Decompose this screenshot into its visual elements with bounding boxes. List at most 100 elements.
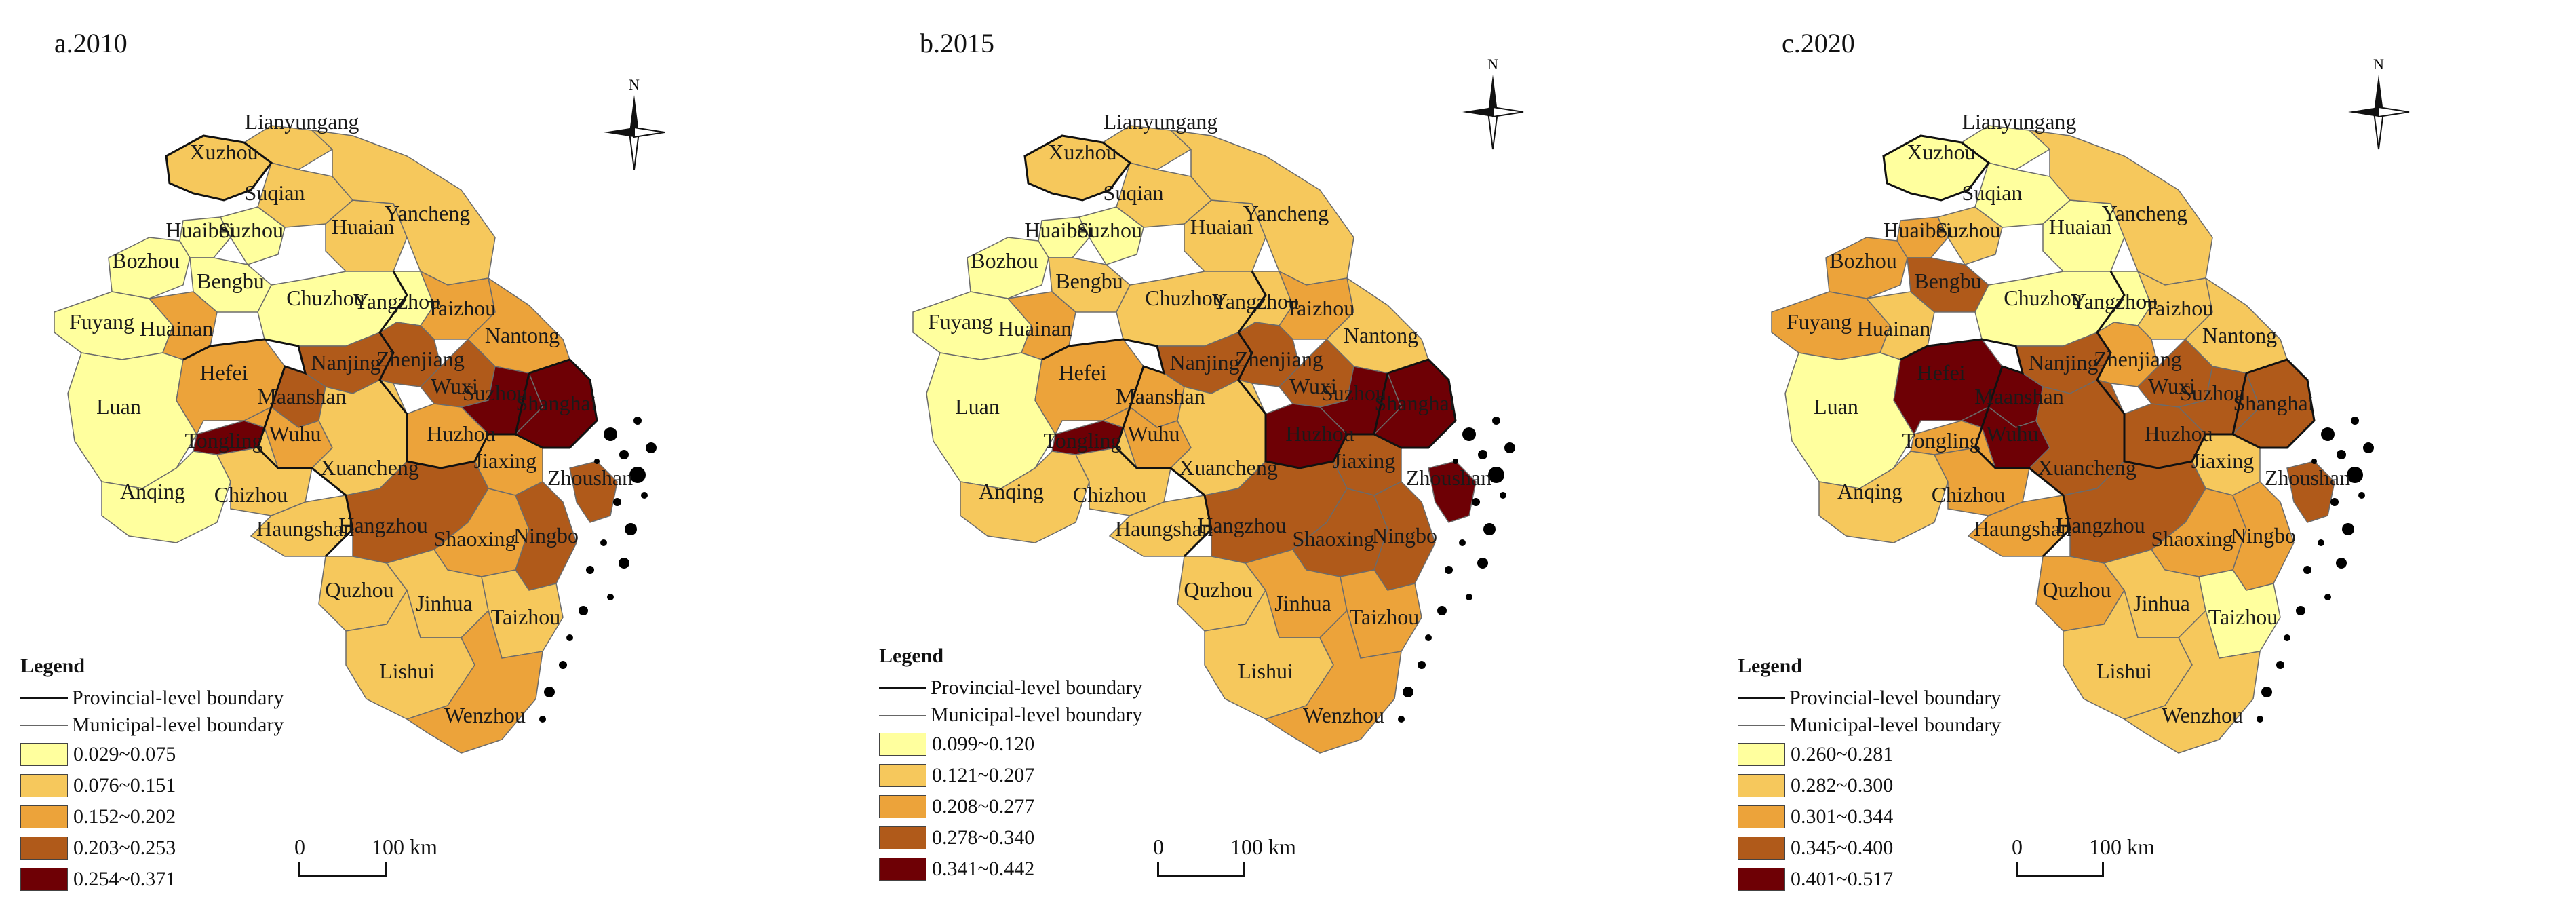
island [2303,566,2311,574]
provincial-boundary [1882,134,1991,202]
region-label: Maanshan [1116,384,1205,408]
region-label: Xuzhou [1907,140,1975,164]
island [1425,634,1432,641]
legend-class: 0.260~0.281 [1738,739,2001,770]
legend-class: 0.208~0.277 [879,791,1142,822]
region-label: Chuzhou [2004,286,2082,310]
legend-class: 0.345~0.400 [1738,832,2001,864]
region-label: Wuxi [2148,374,2196,398]
legend-swatch [1738,743,1785,766]
island [2321,427,2335,441]
region-label: Huainan [998,316,1072,341]
region-label: Yancheng [385,201,471,225]
island [607,594,614,600]
legend-swatch [20,774,68,797]
region-label: Ningbo [1372,523,1437,548]
region-label: Maanshan [257,384,347,408]
provincial-boundary [2096,271,2248,469]
region-label: Luan [1814,394,1858,419]
region-label: Lishui [2096,659,2152,683]
legend-swatch [1738,837,1785,860]
region-label: Wenzhou [1303,703,1384,727]
island [2284,634,2290,641]
legend-line-label: Municipal-level boundary [1789,714,2002,736]
region-label: Huzhou [2144,421,2212,446]
region-label: Anqing [979,479,1044,503]
region-label: Bengbu [1055,269,1123,293]
region-label: Bengbu [197,269,265,293]
region-label: Taizhou [2208,605,2278,629]
region-label: Chizhou [1932,482,2005,507]
region-label: Huainan [140,316,213,341]
provincial-boundary [1237,271,1389,469]
region-label: Maanshan [1974,384,2064,408]
island [544,687,555,697]
island [604,427,617,441]
region-label: Suzhou [1321,381,1386,405]
provincial-boundary-legend: Provincial-level boundary [20,685,284,712]
region-label: Huaibei [165,218,234,242]
legend-swatch [20,837,68,860]
region-label: Hangzhou [338,513,428,537]
region-label: Shaoxing [434,526,516,551]
legend-line-symbol [879,714,926,716]
region-label: Huzhou [427,421,495,446]
island [619,558,629,569]
scale-zero: 0 [294,835,305,859]
island [1488,467,1504,483]
north-arrow-icon: N [604,76,665,170]
region-label: Nanjing [311,350,380,375]
provincial-boundary [1023,134,1132,202]
region-label: Yangzhou [353,289,440,313]
region-label: Xuancheng [1179,455,1278,480]
region-label: Taizhou [1350,605,1420,629]
scale-distance: 100 km [2089,835,2155,859]
legend-line-symbol [1738,697,1785,699]
region-label: Huainan [1857,316,1930,341]
scale-distance: 100 km [1230,835,1296,859]
region-label: Bengbu [1914,269,1982,293]
legend-class: 0.278~0.340 [879,822,1142,854]
provincial-boundary [515,358,598,449]
scale-bar-line [1157,862,1245,877]
region-luan [926,352,1056,489]
region-label: Shaoxing [1293,526,1375,551]
region-label: Xuzhou [189,140,258,164]
region-label: Quzhou [2042,577,2111,602]
legend-line-symbol [20,697,68,699]
island [2337,450,2346,459]
region-label: Huaibei [1024,218,1093,242]
region-label: Nantong [2202,323,2277,347]
region-label: Shanghai [1374,391,1455,415]
legend-range: 0.208~0.277 [932,795,1035,818]
region-label: Shanghai [515,391,596,415]
region-label: Luan [955,394,1000,419]
legend-title: Legend [20,655,85,677]
legend-range: 0.099~0.120 [932,733,1035,755]
region-label: Suzhou [218,218,284,242]
island [559,661,567,669]
region-label: Taizhou [1285,296,1355,320]
provincial-boundary-legend: Provincial-level boundary [879,674,1142,702]
island [1472,498,1480,506]
island [1477,558,1488,569]
legend-class: 0.254~0.371 [20,864,284,895]
region-luan [67,352,197,489]
island [2318,539,2324,546]
island [641,492,648,499]
region-label: Hefei [199,360,248,385]
island [613,498,621,506]
island [2296,606,2305,615]
legend-swatch [20,743,68,766]
region-label: Tongling [184,428,262,453]
north-arrow-icon: N [2348,56,2410,150]
legend-range: 0.282~0.300 [1791,774,1894,797]
region-label: Jiaxing [1333,448,1395,473]
provincial-boundary [182,338,354,558]
island [600,539,607,546]
region-label: Suzhou [1936,218,2001,242]
region-label: Haungshan [256,516,354,541]
legend-range: 0.301~0.344 [1791,805,1894,828]
legend-line-label: Municipal-level boundary [931,704,1143,726]
